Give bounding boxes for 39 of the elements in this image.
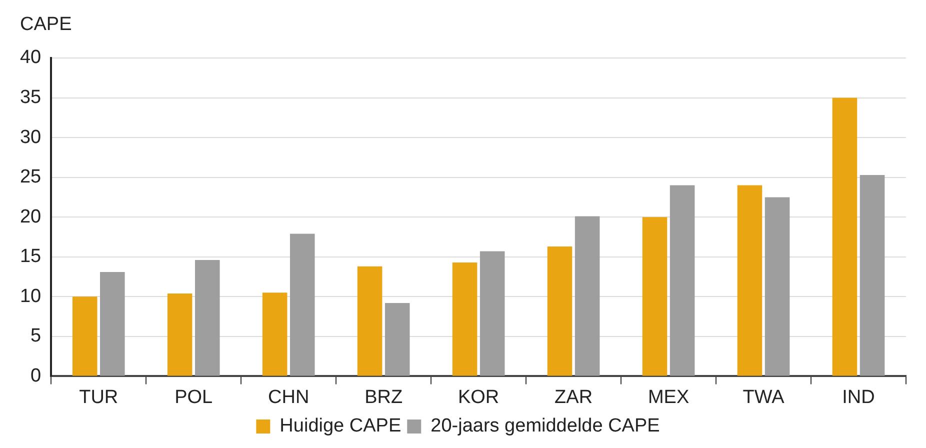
bar bbox=[262, 292, 288, 376]
y-tick-label: 40 bbox=[20, 47, 42, 68]
bar bbox=[384, 303, 410, 376]
y-tick-label: 25 bbox=[20, 166, 42, 188]
legend-label: 20-jaars gemiddelde CAPE bbox=[430, 416, 660, 437]
x-tick-label: TWA bbox=[742, 386, 785, 408]
y-tick-label: 15 bbox=[20, 246, 42, 268]
bar bbox=[357, 266, 382, 376]
x-tick-label: IND bbox=[842, 386, 875, 408]
bar bbox=[167, 293, 192, 376]
y-axis-title: CAPE bbox=[20, 14, 72, 35]
bar bbox=[737, 185, 762, 376]
bar bbox=[452, 262, 478, 376]
bar bbox=[194, 260, 220, 376]
x-tick-label: BRZ bbox=[364, 386, 403, 408]
bar bbox=[547, 246, 572, 376]
bar bbox=[290, 234, 315, 376]
y-tick-label: 35 bbox=[20, 87, 42, 108]
x-tick-label: MEX bbox=[648, 386, 690, 408]
y-tick-label: 30 bbox=[20, 126, 42, 148]
bar bbox=[642, 217, 668, 376]
x-tick-label: KOR bbox=[458, 386, 500, 408]
x-tick-label: POL bbox=[174, 386, 213, 408]
bar bbox=[860, 174, 885, 376]
x-tick-label: CHN bbox=[268, 386, 310, 408]
bar bbox=[100, 272, 125, 376]
x-tick-label: TUR bbox=[79, 386, 118, 408]
y-tick-label: 10 bbox=[20, 286, 42, 307]
bar bbox=[832, 98, 858, 376]
bar bbox=[72, 296, 98, 376]
y-tick-label: 5 bbox=[30, 326, 42, 347]
bar bbox=[764, 197, 790, 376]
bar bbox=[670, 185, 695, 376]
y-tick-label: 0 bbox=[30, 365, 42, 386]
y-tick-label: 20 bbox=[20, 206, 42, 228]
legend-label: Huidige CAPE bbox=[280, 416, 402, 437]
bar bbox=[480, 251, 505, 376]
bar bbox=[574, 216, 600, 376]
x-tick-label: ZAR bbox=[554, 386, 593, 408]
